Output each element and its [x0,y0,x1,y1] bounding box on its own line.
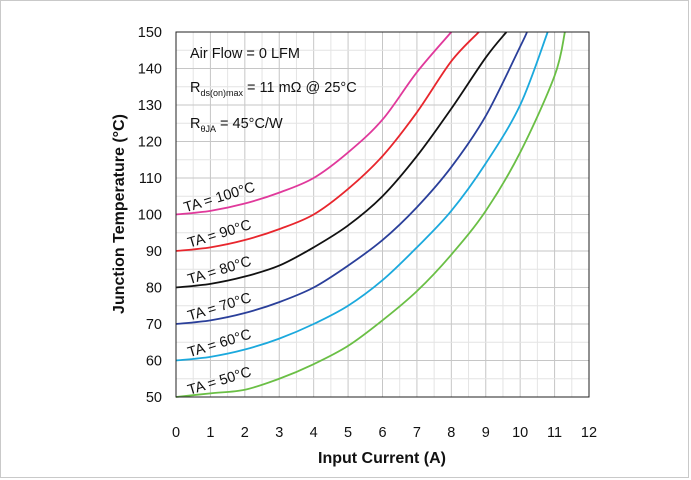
x-axis-title: Input Current (A) [318,450,446,467]
y-tick-label: 50 [146,390,162,406]
rth-value: = 45°C/W [216,116,283,132]
rds-subscript: ds(on)max [200,88,243,98]
x-tick-label: 3 [275,425,283,441]
y-tick-label: 70 [146,317,162,333]
rds-symbol: R [190,80,200,96]
rds-value: = 11 mΩ @ 25°C [243,80,357,96]
series-line-5 [175,31,549,362]
x-tick-label: 6 [378,425,386,441]
x-tick-label: 12 [581,425,597,441]
rth-symbol: R [190,116,200,132]
x-tick-label: 0 [172,425,180,441]
x-tick-labels: 0 1 2 3 4 5 6 7 8 9 10 11 12 [172,425,597,441]
x-tick-label: 9 [482,425,490,441]
rds-note: Rds(on)max = 11 mΩ @ 25°C [190,80,357,98]
x-tick-label: 10 [512,425,528,441]
y-tick-label: 60 [146,354,162,370]
y-tick-label: 150 [138,25,162,41]
x-tick-label: 5 [344,425,352,441]
y-tick-label: 100 [138,208,162,224]
y-tick-label: 140 [138,62,162,78]
y-tick-label: 130 [138,98,162,114]
x-tick-label: 11 [547,425,562,441]
y-tick-label: 120 [138,135,162,151]
series-line-4 [175,31,528,325]
y-axis-title: Junction Temperature (°C) [111,114,128,314]
x-tick-label: 2 [241,425,249,441]
series-line-1 [175,31,453,216]
y-tick-labels: 50 60 70 80 90 100 110 120 130 140 150 [138,25,162,406]
y-tick-label: 80 [146,281,162,297]
rth-subscript: θJA [200,124,216,134]
air-flow-note: Air Flow = 0 LFM [190,46,300,62]
series-line-2 [175,31,480,252]
y-tick-label: 110 [139,171,162,187]
series-line-3 [175,31,508,289]
x-tick-label: 8 [447,425,455,441]
x-tick-label: 4 [310,425,318,441]
rth-note: RθJA = 45°C/W [190,116,283,134]
plot-border [175,31,590,398]
x-tick-label: 1 [206,425,214,441]
series-line-6 [175,31,566,398]
x-tick-label: 7 [413,425,421,441]
series-layer [175,31,566,398]
y-tick-label: 90 [146,244,162,260]
